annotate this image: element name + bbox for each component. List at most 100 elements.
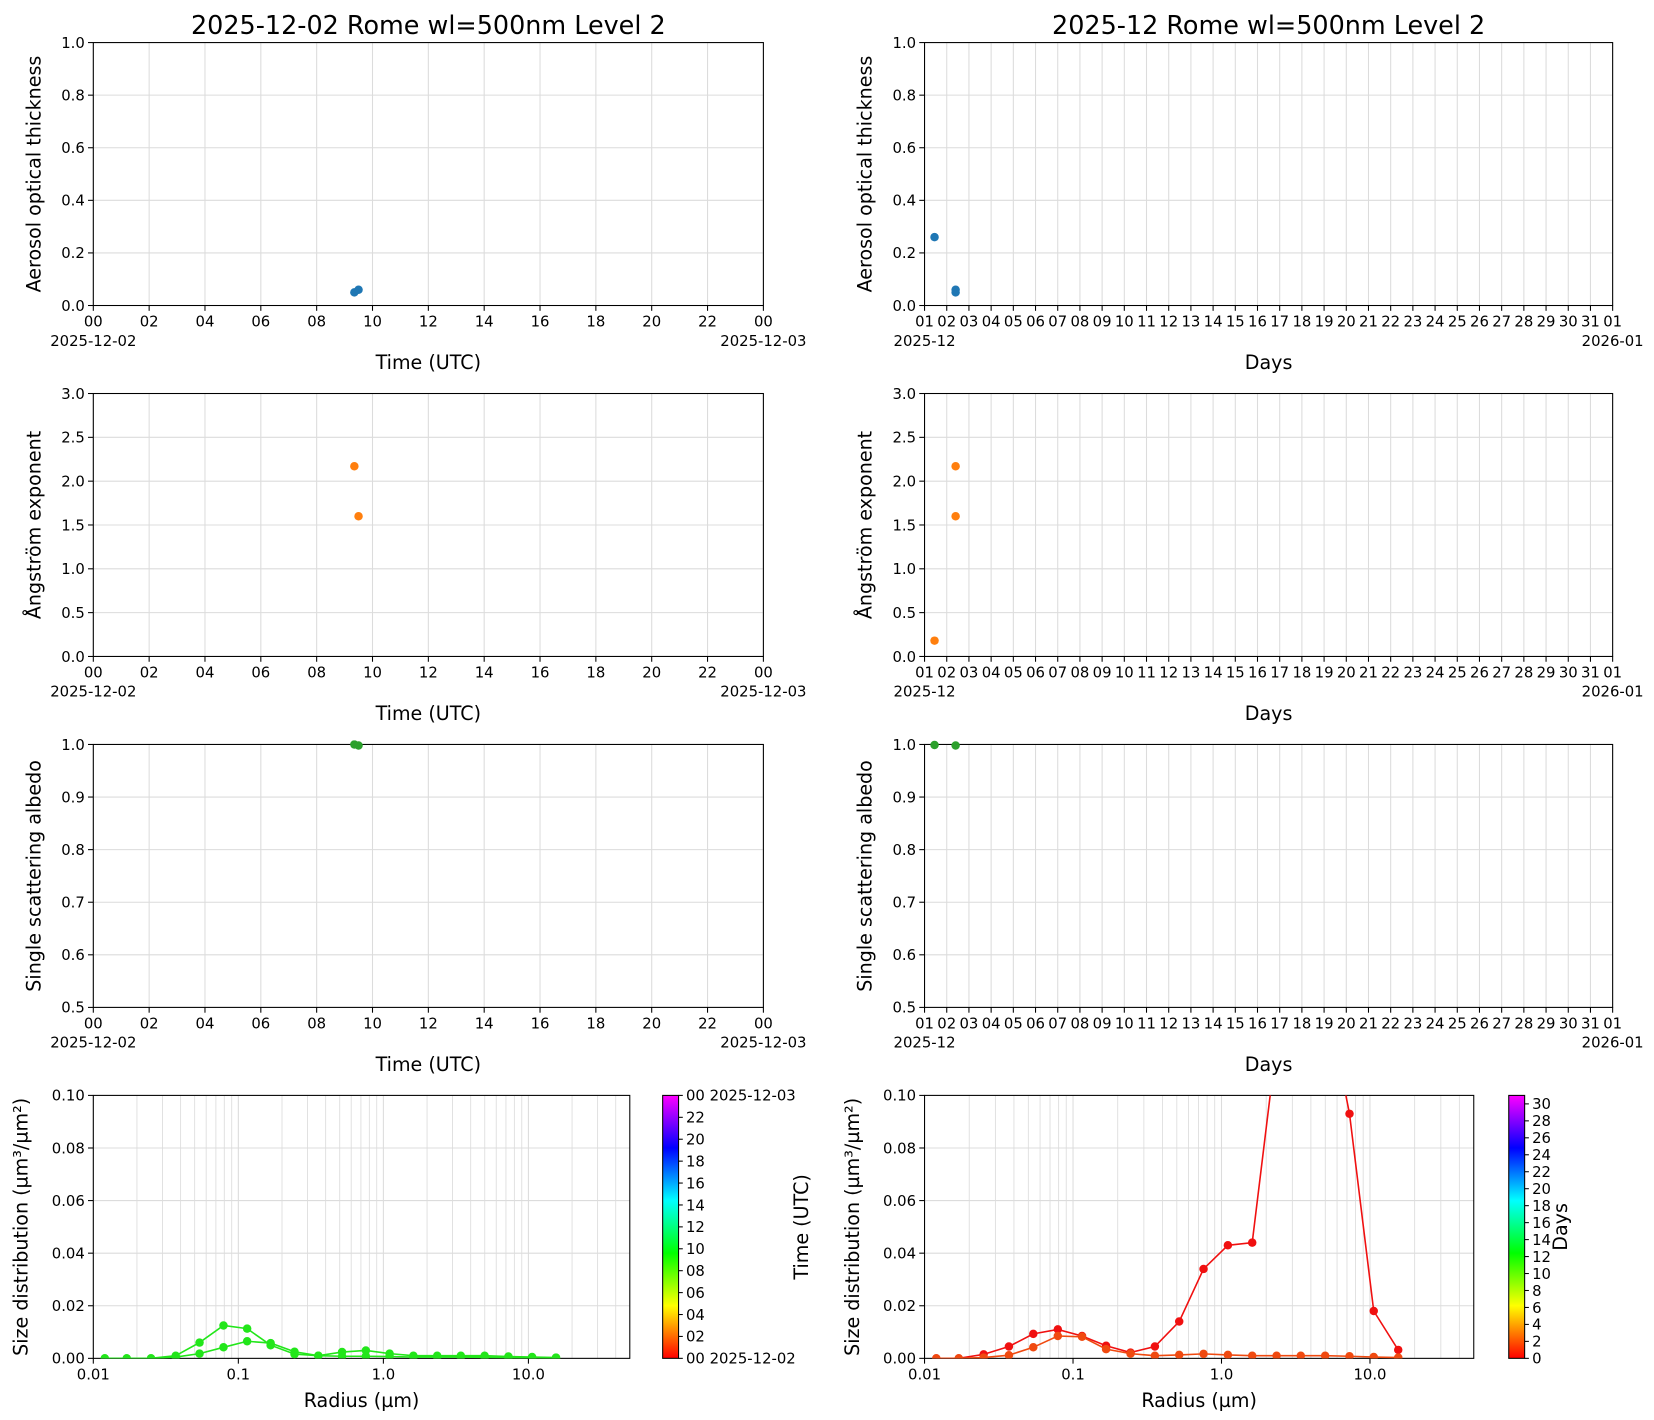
y-tick-label: 0.8 <box>892 87 916 104</box>
point <box>337 1352 347 1359</box>
x-tick-label: 0.1 <box>1061 1367 1085 1384</box>
x-tick-label: 20 <box>642 1016 661 1033</box>
x-tick-label: 30 <box>1559 1016 1578 1033</box>
colorbar-tick-label: 00 2025-12-02 <box>686 1351 796 1368</box>
x-axis-label: Days <box>1245 352 1293 374</box>
plot-frame <box>924 392 1614 657</box>
y-tick-label: 0.06 <box>52 1193 85 1210</box>
colorbar-tick-label: 00 2025-12-03 <box>686 1088 796 1105</box>
point <box>951 462 960 471</box>
grid <box>92 42 764 307</box>
colorbar-tick-label: 4 <box>1532 1317 1541 1334</box>
x-tick-label: 14 <box>1204 314 1223 331</box>
x-tick-label: 03 <box>960 314 979 331</box>
y-tick-label: 0.7 <box>892 895 916 912</box>
x-tick-label: 29 <box>1537 314 1556 331</box>
point <box>361 1352 371 1359</box>
point <box>1369 1352 1378 1359</box>
x-tick-label: 30 <box>1559 665 1578 682</box>
x-tick-label: 03 <box>960 665 979 682</box>
y-axis-label: Single scattering albedo <box>23 760 45 992</box>
point <box>1369 1306 1378 1316</box>
point <box>1321 986 1329 994</box>
y-tick-label: 0.10 <box>883 1088 916 1105</box>
x-tick-label: 17 <box>1270 665 1289 682</box>
y-tick-label: 0.0 <box>892 649 916 666</box>
x-tick-label: 06 <box>1026 1016 1045 1033</box>
x-tick-label: 12 <box>419 314 438 331</box>
x-tick-label: 29 <box>1537 1016 1556 1033</box>
point <box>1247 1351 1257 1359</box>
point <box>480 1353 489 1359</box>
chart-title: 2025-12-02 Rome wl=500nm Level 2 <box>191 10 666 40</box>
x-tick-label: 31 <box>1581 665 1600 682</box>
date-label: 2025-12-03 <box>720 1035 806 1052</box>
y-axis-label: Size distribution (µm³/µm²) <box>842 1098 864 1356</box>
point <box>951 741 960 750</box>
y-tick-label: 1.0 <box>892 35 916 52</box>
x-tick-label: 24 <box>1426 1016 1445 1033</box>
colorbar-tick-label: 18 <box>686 1153 705 1170</box>
chart-title: 2025-12 Rome wl=500nm Level 2 <box>1052 10 1485 40</box>
x-tick-label: 09 <box>1093 314 1112 331</box>
point <box>1272 1039 1280 1047</box>
x-tick-label: 01 <box>915 1016 934 1033</box>
plot-frame <box>92 743 764 1008</box>
x-tick-label: 22 <box>1381 665 1400 682</box>
y-tick-label: 0.00 <box>52 1351 85 1368</box>
x-tick-label: 10 <box>1115 314 1134 331</box>
x-tick-label: 12 <box>1159 665 1178 682</box>
colorbar-tick-label: 28 <box>1532 1113 1551 1130</box>
x-tick-label: 21 <box>1359 665 1378 682</box>
x-tick-label: 23 <box>1403 665 1422 682</box>
x-tick-label: 13 <box>1181 314 1200 331</box>
x-tick-label: 22 <box>698 314 717 331</box>
date-label: 2025-12 <box>894 684 956 701</box>
y-tick-label: 0.4 <box>892 193 916 210</box>
point <box>1223 1241 1233 1250</box>
x-tick-label: 22 <box>698 665 717 682</box>
point <box>354 741 363 750</box>
point <box>979 1353 988 1359</box>
colorbar-tick-label: 16 <box>686 1175 705 1192</box>
x-tick-label: 02 <box>937 1016 956 1033</box>
x-tick-label: 29 <box>1537 665 1556 682</box>
y-tick-label: 0.5 <box>61 1000 85 1017</box>
point <box>954 1354 963 1359</box>
point <box>1053 1325 1063 1334</box>
colorbar-tick-label: 16 <box>1532 1215 1551 1232</box>
point <box>951 285 960 294</box>
y-tick-label: 1.0 <box>61 737 85 754</box>
x-tick-label: 10.0 <box>512 1367 545 1384</box>
x-tick-label: 10 <box>363 314 382 331</box>
x-tick-label: 16 <box>1248 1016 1267 1033</box>
y-tick-label: 0.6 <box>892 140 916 157</box>
y-tick-label: 3.0 <box>61 386 85 403</box>
point <box>1223 1350 1233 1359</box>
x-tick-label: 16 <box>531 314 550 331</box>
y-tick-label: 0.02 <box>883 1298 916 1315</box>
x-tick-label: 24 <box>1426 665 1445 682</box>
x-tick-label: 31 <box>1581 314 1600 331</box>
colorbar-tick-label: 08 <box>686 1263 705 1280</box>
x-tick-label: 31 <box>1581 1016 1600 1033</box>
point <box>409 1352 418 1359</box>
y-tick-label: 0.5 <box>892 1000 916 1017</box>
x-tick-label: 10 <box>1115 665 1134 682</box>
point <box>1345 1109 1354 1119</box>
y-axis-label: Single scattering albedo <box>855 760 877 992</box>
y-tick-label: 0.2 <box>892 245 916 262</box>
x-tick-label: 08 <box>1070 665 1089 682</box>
y-tick-label: 0.04 <box>52 1245 85 1262</box>
point <box>266 1338 275 1348</box>
colorbar-tick-label: 14 <box>686 1197 705 1214</box>
point <box>551 1353 561 1359</box>
x-tick-label: 03 <box>960 1016 979 1033</box>
y-tick-label: 0.9 <box>892 789 916 806</box>
colorbar-tick-label: 10 <box>1532 1266 1551 1283</box>
colorbar-label: Days <box>1550 1203 1572 1251</box>
y-tick-label: 0.8 <box>892 842 916 859</box>
point <box>1393 1353 1403 1359</box>
x-tick-label: 08 <box>307 314 326 331</box>
x-tick-label: 19 <box>1315 314 1334 331</box>
